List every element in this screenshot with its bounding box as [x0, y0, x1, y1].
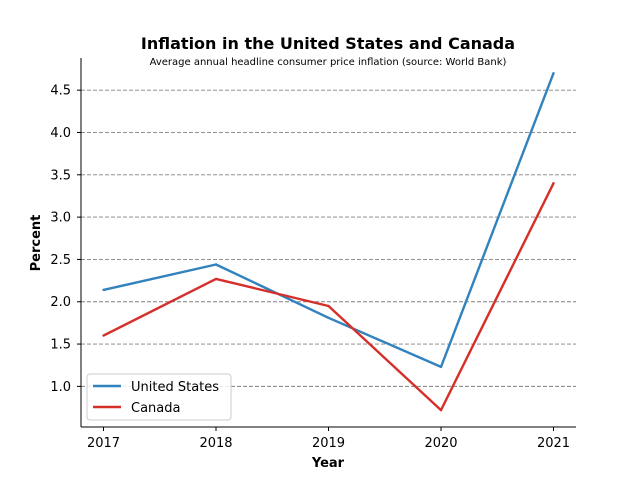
- data-point: [327, 316, 330, 320]
- data-point: [439, 408, 443, 412]
- y-tick-label: 2.0: [50, 295, 71, 310]
- y-tick-label: 4.5: [50, 84, 71, 99]
- y-axis-label: Percent: [29, 215, 44, 272]
- data-point: [102, 334, 105, 337]
- legend: United States Canada: [86, 373, 232, 421]
- x-tick-label: 2017: [87, 436, 120, 451]
- data-point: [552, 72, 555, 75]
- legend-label: United States: [131, 380, 219, 395]
- y-tick-label: 4.0: [50, 126, 71, 141]
- y-tick-label: 3.5: [50, 168, 71, 183]
- y-tick-label: 1.0: [50, 380, 71, 395]
- x-tick-label: 2019: [312, 436, 345, 451]
- y-tick-label: 1.5: [50, 338, 71, 353]
- data-point: [214, 263, 218, 266]
- data-point: [327, 304, 330, 308]
- chart-subtitle: Average annual headline consumer price i…: [150, 57, 507, 68]
- legend-label: Canada: [131, 401, 180, 416]
- data-point: [552, 182, 555, 185]
- series-line-0: [103, 72, 555, 369]
- y-tick-label: 2.5: [50, 253, 71, 268]
- y-axis-ticks: 1.0 1.5 2.0 2.5 3.0 3.5 4.0 4.5: [50, 84, 81, 395]
- x-tick-label: 2020: [424, 436, 457, 451]
- x-tick-label: 2018: [199, 436, 232, 451]
- legend-box: [86, 373, 232, 421]
- chart-title: Inflation in the United States and Canad…: [141, 34, 515, 53]
- x-tick-label: 2021: [537, 436, 570, 451]
- x-axis-ticks: 2017 2018 2019 2020 2021: [87, 427, 570, 451]
- axes: [80, 58, 576, 428]
- data-point: [214, 277, 218, 281]
- series-lines: [102, 72, 555, 412]
- x-axis-label: Year: [311, 456, 345, 471]
- data-point: [439, 365, 443, 369]
- data-point: [102, 288, 105, 292]
- y-gridlines: [81, 89, 576, 387]
- y-tick-label: 3.0: [50, 211, 71, 226]
